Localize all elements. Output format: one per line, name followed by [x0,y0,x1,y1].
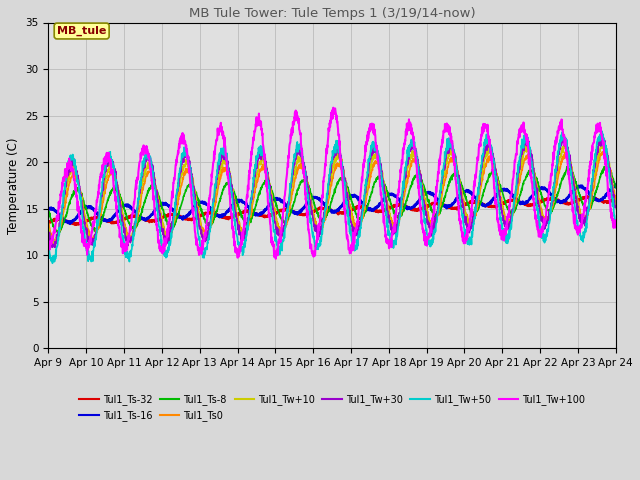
Y-axis label: Temperature (C): Temperature (C) [7,137,20,233]
Legend: Tul1_Ts-32, Tul1_Ts-16, Tul1_Ts-8, Tul1_Ts0, Tul1_Tw+10, Tul1_Tw+30, Tul1_Tw+50,: Tul1_Ts-32, Tul1_Ts-16, Tul1_Ts-8, Tul1_… [76,390,589,425]
Text: MB_tule: MB_tule [57,26,106,36]
Title: MB Tule Tower: Tule Temps 1 (3/19/14-now): MB Tule Tower: Tule Temps 1 (3/19/14-now… [189,7,476,20]
